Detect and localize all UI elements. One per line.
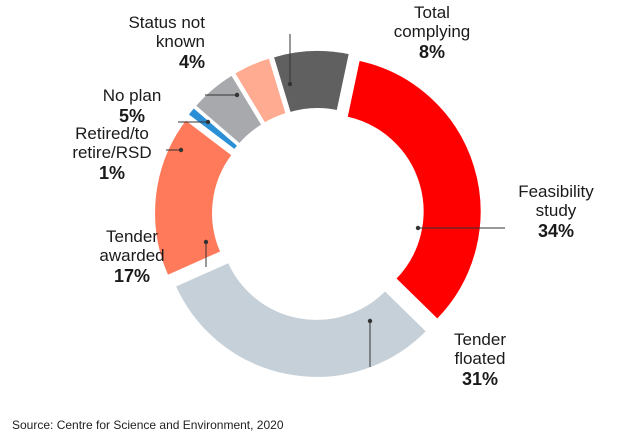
- slice-2: [153, 117, 234, 278]
- source-note: Source: Centre for Science and Environme…: [12, 418, 284, 432]
- leader-dot-3: [178, 147, 184, 153]
- slice-label-0-line-1: study: [536, 201, 577, 220]
- slice-4: [193, 73, 264, 146]
- slice-value-6: 8%: [419, 42, 445, 62]
- slice-value-5: 4%: [179, 52, 205, 72]
- slice-label-6-line-0: Total: [414, 3, 450, 22]
- slice-value-3: 1%: [99, 163, 125, 183]
- slice-6: [271, 49, 352, 115]
- slice-label-3-line-0: Retired/to: [75, 124, 149, 143]
- slice-labels: Feasibilitystudy34%Tenderfloated31%Tende…: [72, 3, 594, 389]
- slice-label-0-line-0: Feasibility: [518, 182, 594, 201]
- slice-0: [345, 58, 483, 322]
- slice-label-2-line-1: awarded: [99, 246, 164, 265]
- donut-chart: Feasibilitystudy34%Tenderfloated31%Tende…: [72, 3, 594, 389]
- slice-value-2: 17%: [114, 266, 150, 286]
- leader-dot-2: [203, 239, 209, 245]
- slice-value-1: 31%: [462, 369, 498, 389]
- slice-3: [186, 105, 240, 152]
- slice-5: [232, 56, 288, 126]
- leader-dot-6: [287, 81, 293, 87]
- leader-lines: [166, 34, 505, 367]
- slice-label-5-line-0: Status not: [128, 13, 205, 32]
- slice-label-4-line-0: No plan: [103, 86, 162, 105]
- leader-dot-4: [205, 119, 211, 125]
- slice-value-0: 34%: [538, 221, 574, 241]
- slice-label-3-line-1: retire/RSD: [72, 143, 151, 162]
- slice-label-1-line-0: Tender: [454, 330, 506, 349]
- slice-1: [173, 260, 429, 379]
- slice-value-4: 5%: [119, 106, 145, 126]
- slice-label-5-line-1: known: [156, 32, 205, 51]
- slice-label-6-line-1: complying: [394, 22, 471, 41]
- leader-dot-0: [415, 225, 421, 231]
- slice-label-1-line-1: floated: [454, 349, 505, 368]
- donut-slices: [153, 49, 483, 379]
- leader-dot-5: [234, 92, 240, 98]
- slice-label-2-line-0: Tender: [106, 227, 158, 246]
- leader-dot-1: [367, 318, 373, 324]
